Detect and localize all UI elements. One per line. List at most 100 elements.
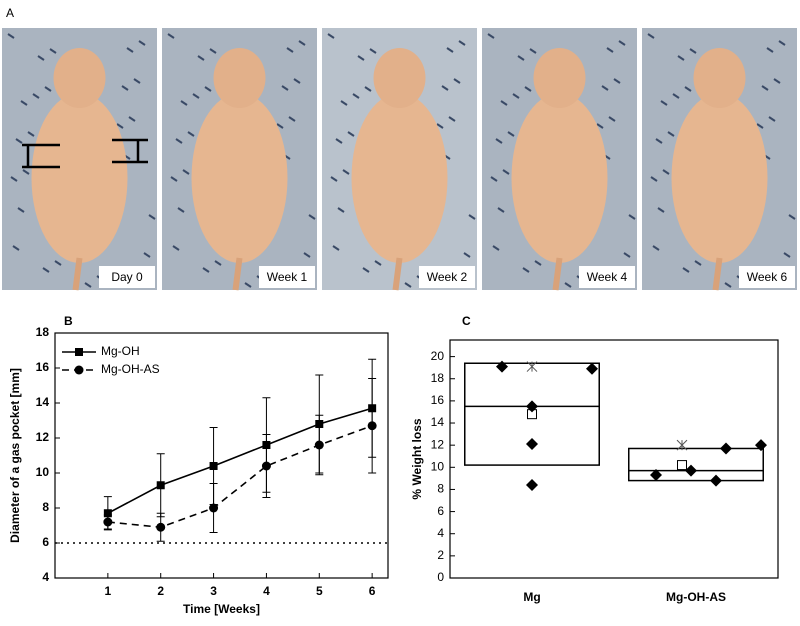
point (650, 469, 662, 482)
measure-bracket (22, 143, 60, 169)
pattern-dash (121, 85, 129, 91)
pattern-dash (286, 47, 294, 53)
pattern-dash (167, 33, 175, 39)
photo-caption: Week 1 (267, 270, 308, 284)
legend-marker (74, 365, 84, 375)
pattern-dash (492, 245, 500, 251)
legend-label: Mg-OH-AS (101, 362, 160, 376)
mouse-tail (392, 257, 403, 291)
pattern-dash (788, 214, 796, 220)
legend-label: Mg-OH (101, 344, 140, 358)
y-tick-label: 14 (431, 415, 445, 429)
box (628, 447, 764, 482)
pattern-dash (517, 55, 525, 61)
pattern-dash (458, 40, 466, 46)
pattern-dash (340, 100, 348, 106)
pattern-dash (495, 138, 503, 144)
pattern-dash (12, 245, 20, 251)
pattern-dash (512, 93, 520, 99)
pattern-dash (655, 138, 663, 144)
pattern-dash (332, 245, 340, 251)
mouse-body (511, 93, 608, 263)
x-tick-label: 3 (210, 584, 217, 598)
pattern-dash (170, 176, 178, 182)
pattern-dash (214, 260, 222, 266)
x-tick-label: 6 (369, 584, 376, 598)
pattern-dash (677, 55, 685, 61)
x-tick-label: 4 (263, 584, 270, 598)
pattern-dash (524, 86, 532, 92)
pattern-dash (192, 93, 200, 99)
x-tick-label: Mg (523, 590, 540, 604)
caption-box (419, 266, 475, 288)
y-tick-label: 2 (437, 548, 444, 562)
marker (103, 517, 113, 527)
y-tick-label: 16 (431, 393, 445, 407)
point (685, 464, 697, 477)
plot-frame (54, 332, 389, 579)
pattern-dash (44, 86, 52, 92)
pattern-dash (180, 100, 188, 106)
pattern-dash (10, 176, 18, 182)
point (755, 439, 767, 452)
pattern-dash (49, 48, 57, 54)
pattern-dash (357, 55, 365, 61)
series-line (107, 424, 373, 529)
max-marker (526, 361, 538, 372)
pattern-dash (22, 169, 30, 175)
point (526, 479, 538, 492)
pattern-dash (507, 131, 515, 137)
pattern-dash (342, 169, 350, 175)
caption-box (99, 266, 155, 288)
y-axis-label: % Weight loss (410, 418, 424, 499)
photo-caption: Week 6 (747, 270, 788, 284)
pattern-dash (7, 33, 15, 39)
pattern-dash (534, 260, 542, 266)
pattern-dash (148, 214, 156, 220)
pattern-dash (32, 93, 40, 99)
y-tick-label: 4 (42, 570, 49, 584)
panel-label: A (6, 6, 14, 20)
y-tick-label: 12 (431, 437, 445, 451)
point (586, 362, 598, 375)
pattern-dash (724, 282, 732, 288)
pattern-dash (497, 207, 505, 213)
mouse-body (191, 93, 288, 263)
pattern-dash (778, 40, 786, 46)
mouse-head (533, 48, 586, 108)
pattern-dash (650, 176, 658, 182)
y-tick-label: 4 (437, 526, 444, 540)
point (526, 438, 538, 451)
marker (314, 440, 324, 450)
y-tick-label: 12 (36, 430, 50, 444)
mouse-tail (72, 257, 83, 291)
y-tick-label: 10 (36, 465, 50, 479)
pattern-dash (362, 267, 370, 273)
pattern-dash (500, 100, 508, 106)
y-tick-label: 10 (431, 459, 445, 473)
mean-marker (677, 460, 687, 471)
marker (103, 509, 112, 518)
x-tick-label: 2 (157, 584, 164, 598)
mouse-tail (232, 257, 243, 291)
y-tick-label: 8 (437, 482, 444, 496)
pattern-dash (468, 214, 476, 220)
pattern-dash (204, 86, 212, 92)
pattern-dash (116, 123, 124, 129)
pattern-dash (369, 48, 377, 54)
y-tick-label: 18 (431, 371, 445, 385)
pattern-dash (20, 100, 28, 106)
pattern-dash (27, 131, 35, 137)
y-tick-label: 0 (437, 570, 444, 584)
pattern-dash (453, 78, 461, 84)
photo-caption: Week 2 (427, 270, 468, 284)
pattern-dash (308, 214, 316, 220)
y-tick-label: 6 (42, 535, 49, 549)
pattern-dash (303, 252, 311, 258)
pattern-dash (766, 47, 774, 53)
caption-box (579, 266, 635, 288)
pattern-dash (298, 40, 306, 46)
pattern-dash (761, 85, 769, 91)
pattern-dash (347, 131, 355, 137)
